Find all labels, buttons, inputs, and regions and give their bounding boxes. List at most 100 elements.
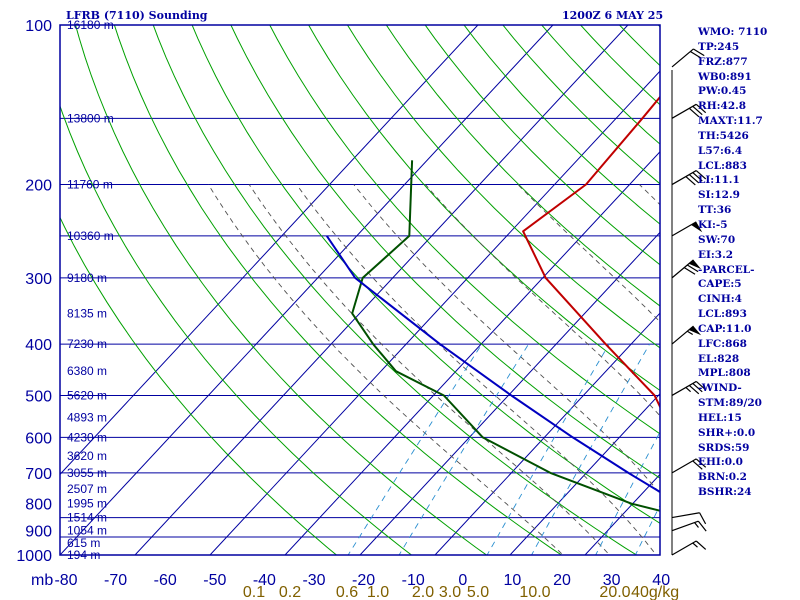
index-line: L57:6.4: [698, 144, 743, 157]
height-label: 4893 m: [67, 410, 107, 424]
pressure-tick-label: 1000: [16, 548, 52, 565]
temperature-tick-label: 0: [458, 572, 467, 589]
height-label: 11760 m: [67, 178, 113, 192]
index-line: CINH:4: [698, 293, 742, 306]
index-line: KI:-5: [698, 218, 728, 231]
wind-barb: [671, 520, 707, 532]
temperature-tick-label: -70: [104, 572, 127, 589]
temperature-tick-label: 20: [553, 572, 571, 589]
isotherm-line: [509, 392, 660, 555]
wind-barb: [671, 48, 705, 68]
pressure-tick-label: 700: [25, 466, 52, 483]
temperature-tick-label: 10: [504, 572, 522, 589]
wind-barbs-layer: [671, 48, 707, 556]
pressure-tick-label: 400: [25, 337, 52, 354]
index-line: WMO: 7110: [698, 26, 768, 38]
index-line: EL:828: [698, 352, 740, 365]
height-label: 5620 m: [67, 388, 107, 402]
temperature-tick-label: -20: [352, 572, 375, 589]
wind-barb: [671, 540, 707, 556]
parcel-trace-line: [325, 235, 660, 494]
height-label: 1514 m: [67, 511, 107, 525]
pressure-tick-label: 300: [25, 271, 52, 288]
index-line: CAP:11.0: [698, 322, 752, 335]
index-line: MAXT:11.7: [698, 115, 763, 128]
temperature-tick-label: -80: [54, 572, 77, 589]
sounding-time: 1200Z 6 MAY 25: [562, 9, 664, 22]
dry-adiabat-line: [230, 25, 660, 479]
height-label: 6380 m: [67, 364, 107, 378]
wind-barb: [671, 259, 702, 279]
dry-adiabat-line: [152, 25, 638, 555]
isotherm-line: [60, 25, 554, 555]
index-line: -WIND-: [698, 382, 742, 395]
height-label: 8135 m: [67, 306, 107, 320]
dry-adiabat-line: [541, 25, 660, 145]
mixing-ratio-label: 20.0: [599, 584, 630, 600]
pressure-tick-label: 800: [25, 497, 52, 514]
index-line: WB0:891: [698, 70, 752, 83]
index-line: SW:70: [698, 233, 736, 246]
moist-adiabat-line: [296, 184, 657, 555]
dry-adiabat-line: [113, 25, 563, 555]
index-line: BRN:0.2: [698, 471, 747, 484]
frame-layer: [59, 24, 661, 556]
dewpoint-line: [351, 160, 660, 512]
height-label: 2507 m: [67, 482, 107, 496]
dry-adiabat-line: [308, 25, 660, 392]
wind-barb: [671, 103, 707, 119]
isotherm-line: [434, 312, 660, 555]
dry-adiabat-line: [346, 25, 660, 349]
index-line: SHR+:0.0: [698, 426, 756, 439]
dry-adiabats-layer: [60, 25, 660, 555]
wind-barb: [671, 325, 702, 345]
mixing-ratio-line: [347, 343, 483, 555]
isotherm-line: [359, 231, 660, 555]
height-label: 16180 m: [67, 18, 114, 32]
mixing-ratio-label: 1.0: [367, 584, 389, 600]
temperature-tick-label: -10: [402, 572, 425, 589]
dry-adiabat-line: [60, 216, 338, 555]
index-line: PW:0.45: [698, 85, 747, 98]
temperature-tick-label: -40: [253, 572, 276, 589]
wind-barb: [671, 380, 707, 396]
dry-adiabat-line: [463, 25, 660, 225]
index-line: CAPE:5: [698, 278, 742, 291]
index-line: MPL:808: [698, 367, 751, 380]
dry-adiabat-line: [75, 25, 488, 555]
index-line: LI:11.1: [698, 174, 740, 187]
height-label: 13800 m: [67, 111, 114, 125]
dry-adiabat-line: [502, 25, 660, 185]
mixing-ratio-label: 0.1: [243, 584, 265, 600]
isotherm-line: [209, 70, 660, 555]
index-line: -PARCEL-: [698, 263, 755, 276]
mixing-ratio-label: g/kg: [649, 584, 679, 600]
index-line: RH:42.8: [698, 100, 747, 113]
height-label: 1995 m: [67, 497, 107, 511]
height-label: 1054 m: [67, 524, 107, 538]
mixing-ratio-line: [531, 343, 650, 555]
isotherm-line: [134, 25, 629, 555]
chart-title: LFRB (7110) Sounding: [66, 9, 208, 22]
index-line: EI:3.2: [698, 248, 734, 261]
mixing-ratio-line: [595, 431, 660, 555]
mixing-ratio-layer: [347, 343, 660, 555]
moist-adiabat-line: [248, 184, 611, 555]
pressure-tick-label: 500: [25, 388, 52, 405]
height-label: 4230 m: [67, 430, 107, 444]
moist-adiabat-line: [425, 184, 660, 417]
index-line: TT:36: [698, 204, 732, 217]
isotherm-line: [60, 25, 479, 476]
temperature-tick-label: 30: [603, 572, 621, 589]
index-line: EHI:0.0: [698, 456, 743, 469]
moist-adiabat-line: [208, 184, 564, 555]
index-line: TP:245: [698, 40, 740, 53]
dry-adiabat-line: [424, 25, 660, 266]
height-label: 615 m: [67, 536, 100, 550]
index-line: LCL:893: [698, 308, 747, 321]
mixing-ratio-label: 5.0: [467, 584, 489, 600]
sounding-series-layer: [325, 95, 660, 512]
mixing-ratio-label: 10.0: [519, 584, 550, 600]
height-label: 3620 m: [67, 449, 107, 463]
grid-layer: [60, 25, 660, 555]
